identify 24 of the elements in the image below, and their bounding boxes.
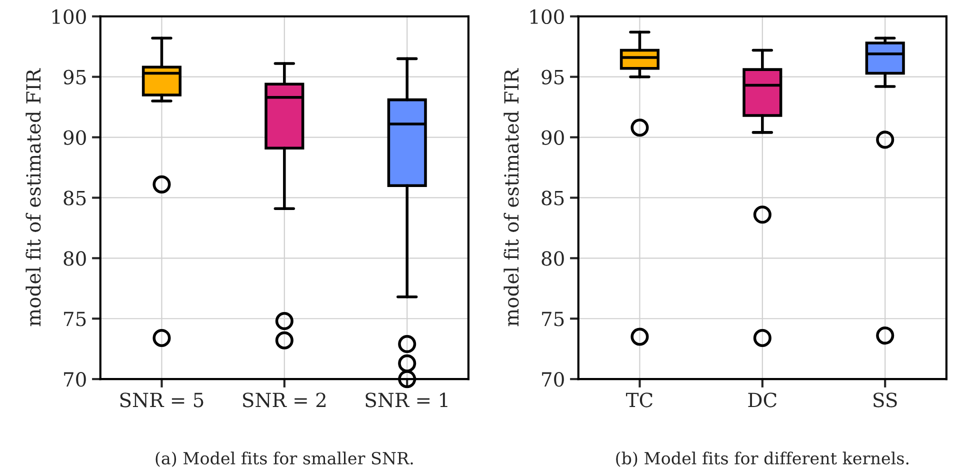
y-tick-label: 80 xyxy=(64,251,86,266)
y-tick-label: 95 xyxy=(64,70,86,84)
y-tick-label: 85 xyxy=(64,190,86,206)
x-tick-label: DC xyxy=(748,392,776,408)
x-tick-label: SNR = 2 xyxy=(243,392,326,408)
y-tick-label: 90 xyxy=(542,130,564,145)
text: (a) Model fits for smaller SNR. xyxy=(156,452,413,467)
x-tick-label: SS xyxy=(874,392,897,408)
y-tick-label: 85 xyxy=(542,190,564,206)
x-tick-label: TC xyxy=(626,392,652,408)
y-tick-label: 100 xyxy=(530,9,564,24)
text: (b) Model fits for different kernels. xyxy=(616,452,908,467)
y-tick-label: 80 xyxy=(542,251,564,266)
y-tick-label: 75 xyxy=(64,312,86,326)
y-tick-label: 75 xyxy=(542,312,564,326)
x-tick-label: SNR = 1 xyxy=(366,392,448,408)
y-axis-title: model fit of estimated FIR xyxy=(26,68,41,326)
x-tick-label: SNR = 5 xyxy=(120,392,204,408)
y-tick-label: 70 xyxy=(542,372,564,387)
y-tick-label: 100 xyxy=(52,9,86,24)
y-tick-label: 90 xyxy=(64,130,86,145)
y-tick-label: 95 xyxy=(542,70,564,84)
y-axis-title: model fit of estimated FIR xyxy=(504,68,519,326)
y-tick-label: 70 xyxy=(64,372,86,387)
